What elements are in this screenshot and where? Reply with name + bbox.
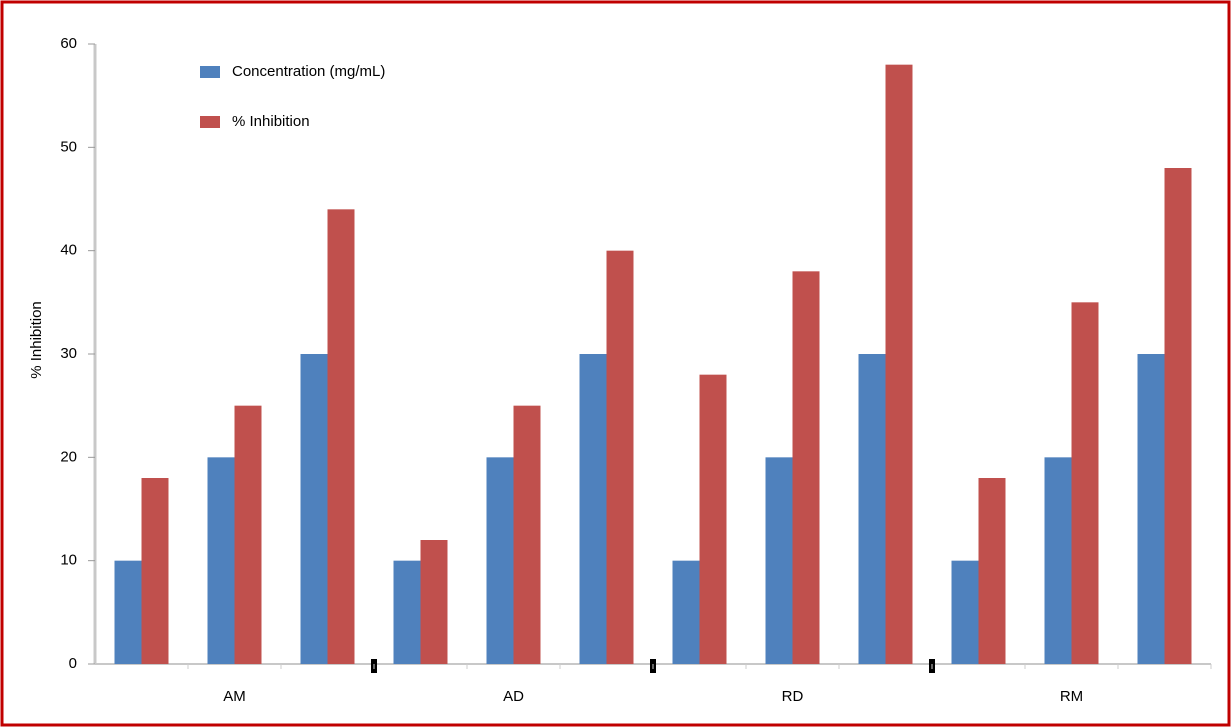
bar (1137, 354, 1165, 664)
legend-swatch (200, 116, 220, 128)
bar (420, 540, 448, 664)
bar (114, 560, 142, 664)
y-tick-label: 10 (60, 552, 77, 569)
bar (1044, 457, 1072, 664)
bar (978, 478, 1006, 664)
bar (951, 560, 979, 664)
bar (792, 271, 820, 664)
y-tick-label: 30 (60, 345, 77, 362)
bar (207, 457, 235, 664)
bar (579, 354, 607, 664)
legend-swatch (200, 66, 220, 78)
y-tick-label: 60 (60, 35, 77, 52)
y-axis-label: % Inhibition (28, 301, 45, 379)
bar (672, 560, 700, 664)
bar (1164, 168, 1192, 664)
bar (1071, 302, 1099, 664)
bar (234, 405, 262, 664)
group-label: RM (1060, 688, 1083, 705)
y-tick-label: 0 (69, 655, 77, 672)
bar (141, 478, 169, 664)
bar (486, 457, 514, 664)
bar (327, 209, 355, 665)
legend-label: Concentration (mg/mL) (232, 63, 385, 80)
bar (606, 250, 634, 664)
bar (765, 457, 793, 664)
bar (885, 64, 913, 664)
y-tick-label: 50 (60, 138, 77, 155)
bar (858, 354, 886, 664)
y-tick-label: 40 (60, 242, 77, 259)
group-label: AM (223, 688, 246, 705)
bar (513, 405, 541, 664)
y-tick-label: 20 (60, 448, 77, 465)
bar (699, 374, 727, 664)
legend-label: % Inhibition (232, 113, 310, 130)
bar (300, 354, 328, 664)
group-label: AD (503, 688, 524, 705)
group-label: RD (782, 688, 804, 705)
bar (393, 560, 421, 664)
